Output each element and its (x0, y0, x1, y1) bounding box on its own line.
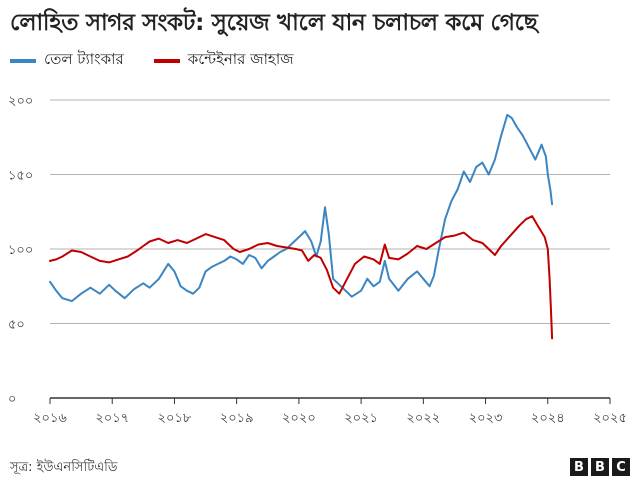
legend-item-container: কন্টেইনার জাহাজ (153, 48, 294, 73)
x-tick-label-0: ২০১৬ (33, 411, 67, 426)
y-tick-label-3: ১৫০ (8, 169, 33, 184)
bbc-logo-letter-1: B (570, 458, 588, 476)
x-tick-label-4: ২০২০ (282, 411, 316, 426)
legend: তেল ট্যাংকার কন্টেইনার জাহাজ (10, 48, 294, 73)
source-note: সূত্র: ইউএনসিটিএডি (10, 460, 118, 475)
x-tick-label-7: ২০২৩ (469, 411, 503, 426)
x-axis-ticks: ২০১৬ ২০১৭ ২০১৮ ২০১৯ ২০২০ ২০২১ ২০২২ ২০২৩ ২০২৪ ২০২৫ (33, 398, 627, 426)
y-tick-label-4: ২০০ (8, 94, 33, 109)
y-tick-label-0: ০ (8, 392, 16, 407)
legend-swatch-tanker (10, 58, 36, 63)
legend-item-tanker: তেল ট্যাংকার (10, 48, 124, 73)
y-tick-label-2: ১০০ (8, 243, 33, 258)
x-tick-label-3: ২০১৯ (220, 411, 254, 426)
legend-label-tanker: তেল ট্যাংকার (44, 50, 124, 68)
legend-label-container: কন্টেইনার জাহাজ (187, 50, 294, 68)
y-tick-label-1: ৫০ (8, 318, 25, 333)
grid-lines (50, 99, 610, 399)
x-tick-label-8: ২০২৪ (531, 411, 565, 426)
line-chart: ০ ৫০ ১০০ ১৫০ ২০০ ২০১৬ ২০১৭ ২০১৮ ২০১৯ ২০২০ ২০২১ ২০২… (8, 94, 627, 426)
y-axis-ticks: ০ ৫০ ১০০ ১৫০ ২০০ (8, 94, 33, 407)
x-tick-label-9: ২০২৫ (593, 411, 627, 426)
legend-swatch-container (153, 58, 180, 63)
series-lines (49, 113, 554, 340)
x-tick-label-5: ২০২১ (344, 411, 378, 426)
bbc-logo-letter-3: C (612, 458, 630, 476)
series-line-0 (49, 113, 554, 303)
x-tick-label-1: ২০১৭ (95, 411, 129, 426)
chart-title: লোহিত সাগর সংকট: সুয়েজ খালে যান চলাচল ক… (10, 10, 538, 36)
series-line-1 (49, 215, 554, 340)
bbc-logo-letter-2: B (591, 458, 609, 476)
x-tick-label-2: ২০১৮ (158, 411, 192, 426)
bbc-logo: B B C (570, 458, 630, 476)
x-tick-label-6: ২০২২ (406, 411, 440, 426)
